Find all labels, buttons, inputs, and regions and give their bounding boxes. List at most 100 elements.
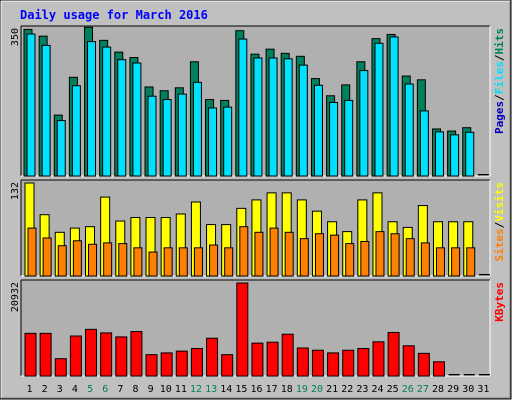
x-label-day-1: 1 <box>27 384 33 395</box>
files-bar-day-1 <box>26 33 36 177</box>
visits-legend-label: Sites/Visits <box>493 182 506 262</box>
x-label-day-6: 6 <box>102 384 108 395</box>
kbytes-bar-day-16 <box>251 342 264 377</box>
x-label-day-13: 13 <box>205 384 217 395</box>
traffic-legend-part-3: / <box>493 54 506 61</box>
x-label-day-11: 11 <box>175 384 187 395</box>
sites-bar-day-31 <box>481 274 490 276</box>
kbytes-legend-label: KBytes <box>493 282 506 322</box>
files-bar-day-12 <box>192 81 202 177</box>
files-bar-day-15 <box>238 38 248 177</box>
x-label-day-20: 20 <box>311 384 323 395</box>
kbytes-panel: 20932 KBytes <box>10 279 506 377</box>
sites-bar-day-25 <box>390 233 400 277</box>
sites-bar-day-21 <box>330 234 340 277</box>
kbytes-bar-day-8 <box>130 331 143 377</box>
kbytes-bar-day-9 <box>145 354 158 377</box>
kbytes-bar-day-23 <box>357 347 370 377</box>
files-bar-day-30 <box>465 131 475 177</box>
kbytes-bar-day-29 <box>448 374 460 376</box>
files-bar-day-14 <box>223 106 233 177</box>
sites-bar-day-1 <box>27 227 37 277</box>
sites-bar-day-15 <box>239 226 249 277</box>
kbytes-bar-day-12 <box>190 347 203 377</box>
files-bar-day-11 <box>177 93 187 177</box>
traffic-ymax-label: 350 <box>10 28 21 46</box>
x-label-day-30: 30 <box>462 384 474 395</box>
visits-legend-part-1: / <box>493 221 506 228</box>
sites-bar-day-4 <box>72 240 82 277</box>
x-label-day-5: 5 <box>87 384 93 395</box>
kbytes-bar-day-19 <box>296 347 309 377</box>
traffic-legend-part-2: Files <box>493 61 506 94</box>
x-label-day-10: 10 <box>160 384 172 395</box>
sites-bar-day-5 <box>88 243 98 277</box>
files-bar-day-4 <box>71 85 81 177</box>
sites-bar-day-24 <box>375 231 385 277</box>
sites-bar-day-26 <box>405 238 415 277</box>
x-label-day-7: 7 <box>117 384 123 395</box>
x-label-day-31: 31 <box>477 384 489 395</box>
x-label-day-16: 16 <box>250 384 262 395</box>
x-label-day-19: 19 <box>296 384 308 395</box>
x-label-day-28: 28 <box>432 384 444 395</box>
x-axis-labels: 1 2 3 4 5 6 7 8 9 10 11 12 13 14 15 16 17 18 19 20 21 22 23 24 2… <box>27 384 490 395</box>
files-bar-day-31 <box>480 174 489 176</box>
sites-bar-day-10 <box>163 247 173 277</box>
chart-title: Daily usage for March 2016 <box>20 8 208 22</box>
sites-bar-day-18 <box>284 231 294 277</box>
kbytes-bar-day-4 <box>69 335 82 377</box>
files-bar-day-13 <box>208 107 218 177</box>
x-label-day-18: 18 <box>281 384 293 395</box>
sites-bar-day-17 <box>269 227 279 277</box>
sites-bar-day-19 <box>299 238 309 277</box>
files-bar-day-17 <box>268 57 278 177</box>
visits-panel: 132 Sites/Visits <box>10 179 506 277</box>
kbytes-bar-day-6 <box>100 332 113 377</box>
sites-bar-day-3 <box>57 245 67 277</box>
sites-bar-day-20 <box>314 233 324 277</box>
files-bar-day-24 <box>374 42 384 177</box>
kbytes-bar-day-30 <box>463 374 475 376</box>
kbytes-bar-day-18 <box>281 333 294 377</box>
sites-bar-day-11 <box>178 247 188 277</box>
kbytes-bar-day-2 <box>39 332 52 377</box>
kbytes-bar-day-21 <box>327 352 340 377</box>
kbytes-bar-day-27 <box>417 352 430 377</box>
files-bar-day-22 <box>344 99 354 177</box>
sites-bar-day-8 <box>133 247 143 277</box>
files-bar-day-19 <box>298 64 308 177</box>
x-label-day-25: 25 <box>387 384 399 395</box>
files-bar-day-7 <box>117 59 127 177</box>
sites-bar-day-27 <box>420 242 430 277</box>
kbytes-bar-day-24 <box>372 341 385 377</box>
x-label-day-29: 29 <box>447 384 459 395</box>
files-bar-day-20 <box>313 84 323 177</box>
visits-ymax-label: 132 <box>10 182 21 200</box>
kbytes-bar-day-5 <box>85 328 98 377</box>
traffic-legend-part-0: Pages <box>493 101 506 134</box>
kbytes-bar-day-7 <box>115 336 128 377</box>
x-label-day-15: 15 <box>235 384 247 395</box>
kbytes-bar-day-22 <box>342 349 355 377</box>
sites-bar-day-28 <box>435 247 445 277</box>
visits-legend-part-2: Visits <box>493 182 506 222</box>
visits-legend-part-0: Sites <box>493 228 506 261</box>
files-bar-day-23 <box>359 70 369 177</box>
x-label-day-2: 2 <box>42 384 48 395</box>
x-label-day-17: 17 <box>266 384 278 395</box>
x-label-day-26: 26 <box>402 384 414 395</box>
kbytes-bar-day-20 <box>311 349 324 377</box>
sites-bar-day-2 <box>42 237 52 277</box>
files-bar-day-16 <box>253 57 263 177</box>
sites-bar-day-16 <box>254 231 264 277</box>
traffic-legend-label: Pages/Files/Hits <box>493 28 506 134</box>
kbytes-bar-day-11 <box>175 350 188 377</box>
x-label-day-4: 4 <box>72 384 78 395</box>
sites-bar-day-29 <box>451 247 461 277</box>
kbytes-bar-day-17 <box>266 341 279 377</box>
kbytes-bar-day-26 <box>402 345 415 377</box>
